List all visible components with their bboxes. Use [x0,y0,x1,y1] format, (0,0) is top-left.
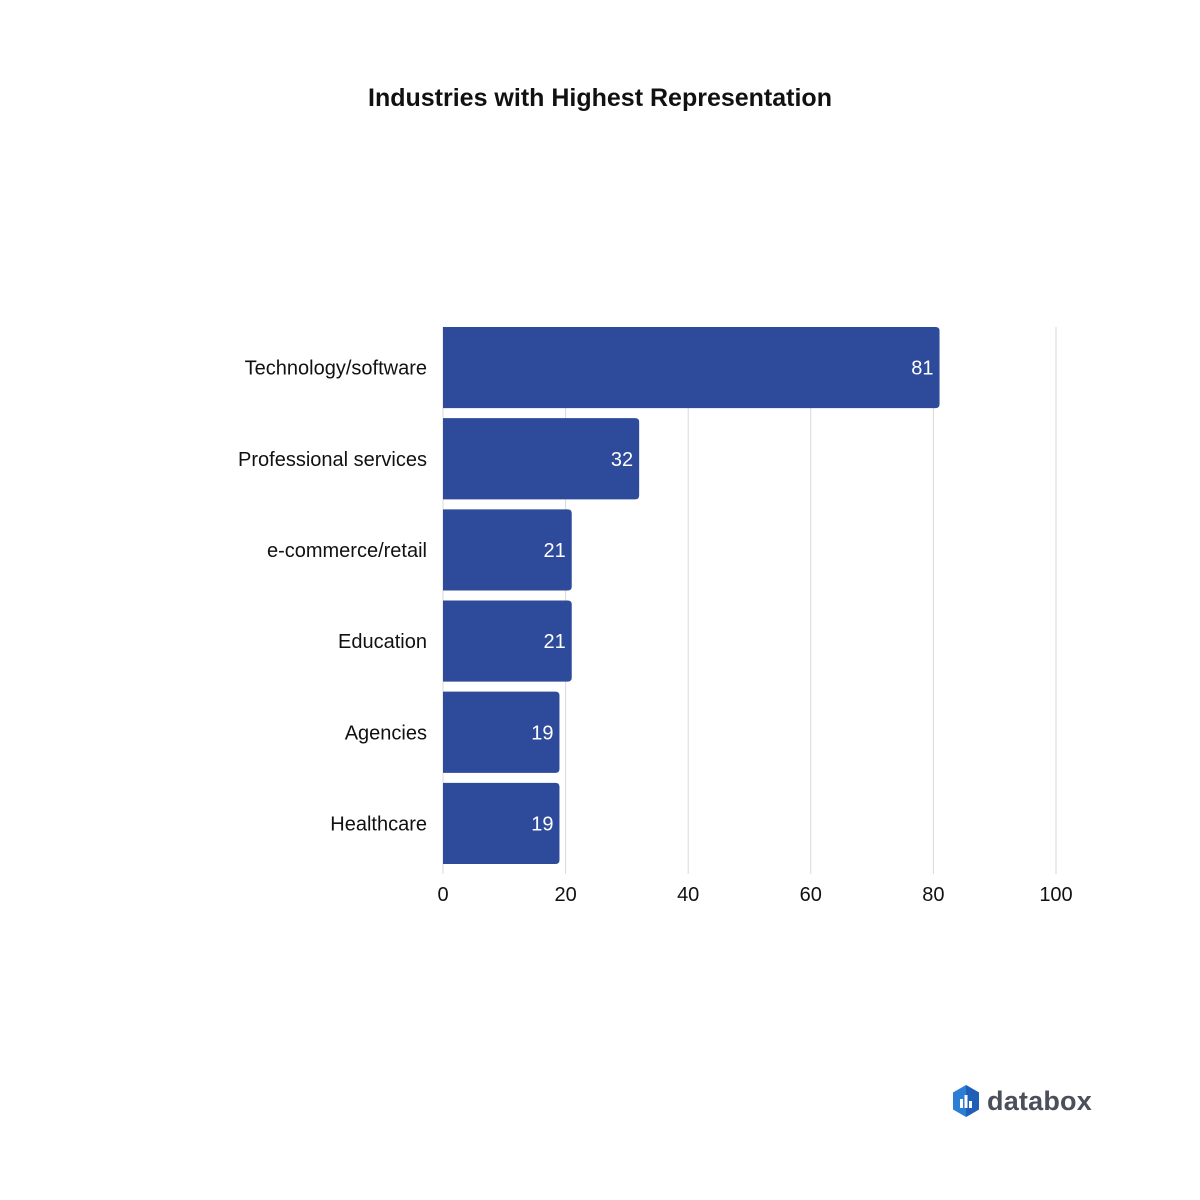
bar-value-label: 81 [911,358,933,380]
category-label: Agencies [345,722,427,744]
x-tick-label: 0 [437,884,448,906]
category-labels: Technology/software Professional services… [238,358,427,836]
x-tick-label: 100 [1039,884,1072,906]
x-tick-label: 40 [677,884,699,906]
databox-brand: databox [951,1083,1092,1119]
x-axis-ticks: 0 20 40 60 80 100 [437,884,1072,906]
brand-name: databox [987,1085,1092,1116]
x-tick-label: 80 [922,884,944,906]
category-label: Professional services [238,449,427,471]
bar-value-label: 32 [611,449,633,471]
bar-value-label: 21 [543,540,565,562]
category-label: Healthcare [330,813,427,835]
bars: 81 32 21 21 19 19 [443,327,940,864]
bar-value-label: 21 [543,631,565,653]
bar [443,782,560,864]
bar-value-label: 19 [531,813,553,835]
x-tick-label: 60 [800,884,822,906]
bar [443,418,640,500]
category-label: Technology/software [245,358,427,380]
databox-hexagon-icon [953,1085,979,1117]
bar-value-label: 19 [531,722,553,744]
bar [443,327,940,409]
bar [443,600,572,682]
category-label: e-commerce/retail [267,540,427,562]
bar [443,691,560,773]
category-label: Education [338,631,427,653]
bar [443,509,572,591]
x-tick-label: 20 [554,884,576,906]
chart-title: Industries with Highest Representation [368,84,832,112]
